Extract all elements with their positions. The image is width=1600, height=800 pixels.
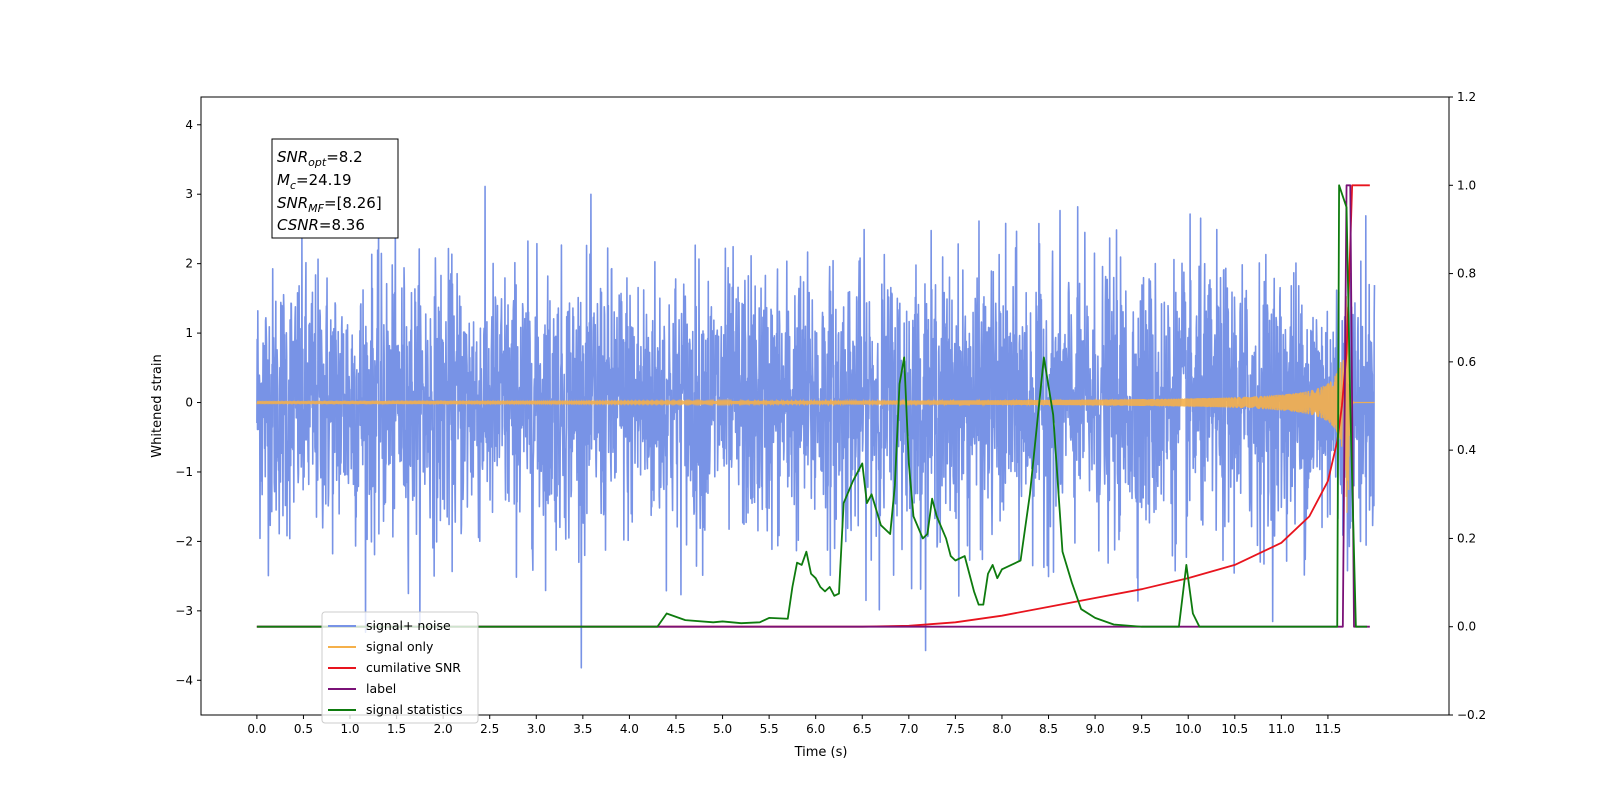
legend-label-label: label (366, 681, 396, 696)
y-left-tick-label: −2 (175, 534, 193, 548)
x-tick-label: 4.5 (666, 722, 685, 736)
legend-label-cumulative-snr: cumilative SNR (366, 660, 461, 675)
x-tick-label: 2.5 (480, 722, 499, 736)
x-tick-label: 6.5 (853, 722, 872, 736)
y-left-axis-title: Whitened strain (150, 354, 165, 457)
x-tick-label: 8.0 (992, 722, 1011, 736)
y-left-tick-label: −3 (175, 604, 193, 618)
y-right-tick-label: −0.2 (1457, 708, 1486, 722)
x-tick-label: 7.5 (946, 722, 965, 736)
x-tick-label: 2.0 (434, 722, 453, 736)
x-tick-label: 1.5 (387, 722, 406, 736)
x-tick-label: 7.0 (899, 722, 918, 736)
info-snr-opt: SNRopt=8.2 (277, 148, 363, 169)
x-tick-label: 8.5 (1039, 722, 1058, 736)
x-tick-label: 11.0 (1268, 722, 1295, 736)
x-tick-label: 10.0 (1175, 722, 1202, 736)
y-left-tick-label: 2 (185, 257, 193, 271)
x-tick-label: 5.5 (760, 722, 779, 736)
x-tick-label: 5.0 (713, 722, 732, 736)
y-right-tick-label: 0.8 (1457, 267, 1476, 281)
y-left-tick-label: 4 (185, 118, 193, 132)
y-right-tick-label: 1.2 (1457, 90, 1476, 104)
series-signal-only (256, 291, 1375, 513)
y-left-axis-ticks: −4 −3 −2 −1 0 1 2 3 4 (175, 118, 201, 687)
y-left-tick-label: −4 (175, 673, 193, 687)
plot-series (256, 184, 1376, 669)
legend-label-signal-noise: signal+ noise (366, 618, 451, 633)
x-axis-title: Time (s) (794, 745, 848, 760)
y-left-tick-label: 0 (185, 396, 193, 410)
series-signal-statistics (256, 184, 1368, 628)
x-tick-label: 9.5 (1132, 722, 1151, 736)
x-tick-label: 0.0 (247, 722, 266, 736)
x-tick-label: 3.0 (527, 722, 546, 736)
x-tick-label: 4.0 (620, 722, 639, 736)
info-mc: Mc=24.19 (277, 171, 352, 192)
info-box: SNRopt=8.2 Mc=24.19 SNRMF=[8.26] CSNR=8.… (271, 138, 399, 239)
plot-frame (200, 96, 1450, 716)
x-tick-label: 6.0 (806, 722, 825, 736)
y-right-tick-label: 0.2 (1457, 531, 1476, 545)
x-tick-label: 1.0 (340, 722, 359, 736)
x-tick-label: 10.5 (1221, 722, 1248, 736)
y-right-tick-label: 1.0 (1457, 178, 1476, 192)
x-tick-label: 3.5 (573, 722, 592, 736)
x-tick-label: 9.0 (1086, 722, 1105, 736)
y-right-tick-label: 0.0 (1457, 620, 1476, 634)
legend-label-signal-only: signal only (366, 639, 434, 654)
legend: signal+ noise signal only cumilative SNR… (321, 611, 479, 724)
y-left-tick-label: 1 (185, 326, 193, 340)
x-axis-ticks: 0.0 0.5 1.0 1.5 2.0 2.5 3.0 3.5 4.0 4.5 5.0 5.5 6.0 6… (247, 715, 1341, 736)
x-tick-label: 0.5 (294, 722, 313, 736)
legend-label-signal-statistics: signal statistics (366, 702, 463, 717)
y-left-tick-label: 3 (185, 187, 193, 201)
series-signal-noise (256, 185, 1376, 669)
y-left-tick-label: −1 (175, 465, 193, 479)
y-right-axis-ticks: −0.2 0.0 0.2 0.4 0.6 0.8 1.0 1.2 (1449, 90, 1486, 722)
y-right-tick-label: 0.6 (1457, 355, 1476, 369)
x-tick-label: 11.5 (1315, 722, 1342, 736)
info-box-frame (271, 138, 399, 239)
info-csnr: CSNR=8.36 (277, 216, 365, 234)
legend-frame (321, 611, 479, 724)
info-snr-mf: SNRMF=[8.26] (277, 194, 382, 215)
y-right-tick-label: 0.4 (1457, 443, 1476, 457)
